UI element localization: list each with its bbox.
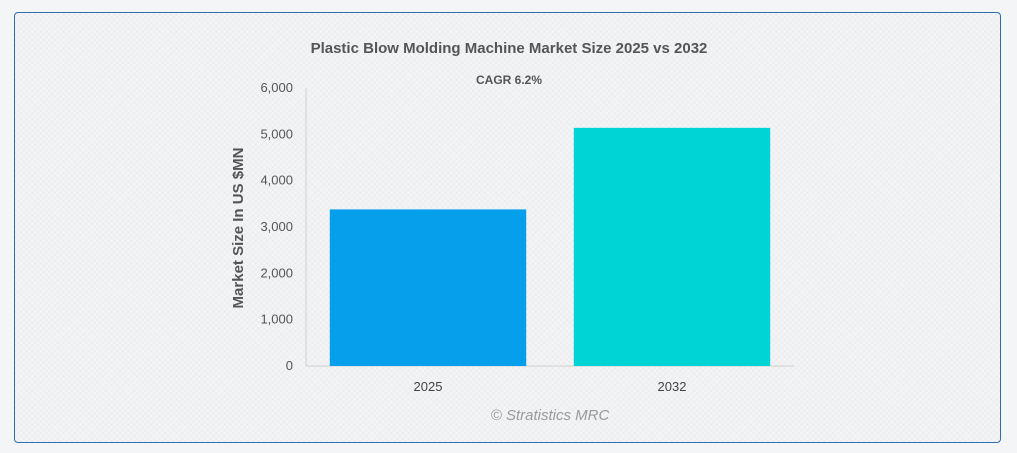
y-tick-label: 6,000 — [260, 80, 293, 95]
y-axis-label: Market Size In US $MN — [230, 148, 247, 309]
x-tick-label: 2032 — [658, 379, 687, 394]
bar-2025 — [329, 209, 527, 366]
x-tick-labels: 2025 2032 — [414, 379, 687, 394]
bars — [329, 127, 771, 366]
y-tick-label: 4,000 — [260, 173, 293, 188]
y-tick-label: 2,000 — [260, 265, 293, 280]
y-tick-label: 1,000 — [260, 312, 293, 327]
chart-subtitle: CAGR 6.2% — [476, 73, 542, 87]
y-tick-label: 3,000 — [260, 219, 293, 234]
chart-title: Plastic Blow Molding Machine Market Size… — [311, 40, 708, 57]
y-tick-label: 0 — [286, 358, 293, 373]
credit-watermark: © Stratistics MRC — [491, 407, 610, 424]
y-tick-labels: 0 1,000 2,000 3,000 4,000 5,000 6,000 — [260, 80, 293, 373]
y-tick-label: 5,000 — [260, 126, 293, 141]
x-tick-label: 2025 — [414, 379, 443, 394]
bar-2032 — [573, 127, 771, 366]
